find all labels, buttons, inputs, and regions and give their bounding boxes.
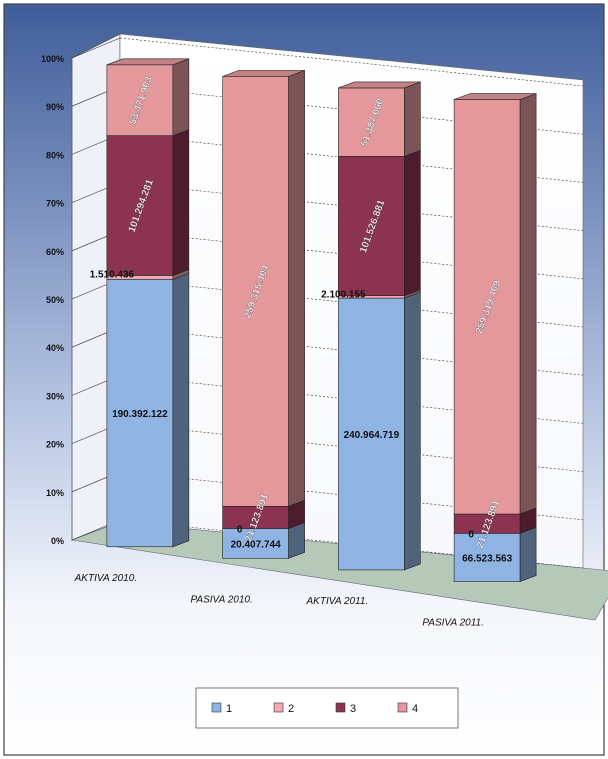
gridline [119, 37, 584, 87]
y-tick-label: 30% [46, 391, 64, 401]
bar-top [454, 93, 537, 100]
legend-swatch [273, 702, 284, 713]
bar-segment-side [404, 149, 421, 297]
bar-segment [338, 297, 405, 571]
data-label: 190.392.122 [112, 409, 168, 420]
y-tick-label: 60% [46, 247, 64, 257]
bar-segment [453, 533, 521, 582]
data-label: 0 [468, 529, 474, 540]
bars: 190.392.1221.510.436101.294.28153.471.90… [90, 58, 537, 582]
y-tick-label: 0% [51, 536, 64, 546]
bar-segment [338, 87, 405, 157]
data-label: 66.523.563 [462, 553, 512, 564]
legend-swatch [335, 702, 346, 713]
y-tick-label: 70% [46, 199, 64, 209]
y-tick-label: 40% [46, 343, 64, 353]
bar-segment [453, 99, 521, 515]
data-label: 2.100.155 [321, 290, 366, 301]
bar-segment [338, 156, 405, 296]
bar-segment-side [519, 526, 537, 582]
data-label: 1.510.436 [90, 269, 135, 280]
category-label: PASIVA 2011. [422, 618, 484, 629]
bar-segment [106, 135, 174, 276]
legend-swatch [211, 702, 222, 713]
y-tick-label: 50% [46, 295, 64, 305]
legend: 1 2 3 4 [195, 687, 459, 729]
y-tick-label: 80% [46, 150, 64, 160]
y-tick-label: 20% [46, 440, 64, 450]
bar-segment-side [519, 93, 537, 515]
data-label: 240.964.719 [344, 430, 400, 441]
chart-border [3, 3, 605, 756]
bar-top [106, 58, 189, 66]
bar-segment [106, 64, 174, 136]
bar-segment-side [172, 272, 190, 548]
data-label: 0 [237, 524, 243, 535]
bar-segment [106, 278, 174, 548]
bar-segment-side [172, 129, 190, 276]
bar-segment-side [172, 58, 190, 137]
category-label: AKTIVA 2010. [74, 573, 137, 584]
x-axis: AKTIVA 2010. PASIVA 2010. AKTIVA 2011. PASI… [74, 573, 484, 629]
bar-segment [222, 76, 289, 507]
legend-label: 4 [412, 703, 418, 715]
category-label: PASIVA 2010. [190, 594, 252, 605]
category-label: AKTIVA 2011. [306, 596, 369, 607]
bar-segment-side [404, 291, 421, 571]
legend-box [195, 687, 459, 729]
bar-segment-side [404, 81, 421, 157]
legend-swatch [397, 702, 408, 713]
y-tick-label: 10% [46, 488, 64, 498]
bar-segment-side [288, 69, 305, 507]
legend-label: 2 [288, 703, 294, 715]
data-label: 20.407.744 [231, 539, 281, 550]
bar-top [338, 81, 421, 89]
gridline-side [71, 37, 121, 59]
y-axis: 0% 10% 20% 30% 40% 50% 60% 70% 80% 90% 100% [41, 54, 64, 546]
y-tick-label: 90% [46, 102, 64, 112]
y-tick-label: 100% [41, 54, 64, 64]
chart-floor [70, 521, 608, 621]
legend-label: 1 [226, 703, 232, 715]
bar-top [222, 70, 305, 77]
legend-label: 3 [350, 703, 356, 715]
